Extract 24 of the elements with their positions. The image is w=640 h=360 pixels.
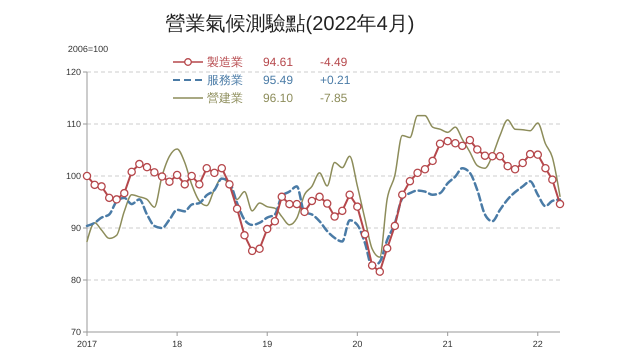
text: 94.61 (263, 55, 294, 69)
y-tick-label: 100 (66, 171, 81, 181)
x-tick-label: 20 (352, 339, 362, 349)
legend-label: 製造業 (207, 55, 243, 69)
line-series (86, 114, 561, 258)
x-tick-label: 18 (172, 339, 182, 349)
y-tick-label: 110 (66, 119, 81, 129)
x-tick-label: 22 (532, 339, 543, 349)
chart-title: 營業氣候測驗點(2022年4月) (166, 13, 414, 35)
text: -4.49 (320, 55, 348, 69)
y-tick-label: 120 (66, 67, 81, 77)
annotation: 96.10 (263, 91, 294, 105)
y-tick-label: 90 (70, 223, 81, 233)
annotation: 95.49 (263, 73, 294, 87)
x-tick-label: 19 (262, 339, 272, 349)
y-tick-label: 80 (70, 275, 81, 285)
x-tick-label: 21 (442, 339, 453, 349)
x-tick-label: 2017 (76, 339, 98, 349)
legend-label: 服務業 (207, 73, 243, 87)
legend-label: 營建業 (207, 91, 243, 105)
y-axis-title: 2006=100 (68, 44, 108, 54)
annotation: -7.85 (320, 91, 348, 105)
annotation: +0.21 (320, 73, 351, 87)
y-tick-label: 70 (70, 327, 81, 337)
